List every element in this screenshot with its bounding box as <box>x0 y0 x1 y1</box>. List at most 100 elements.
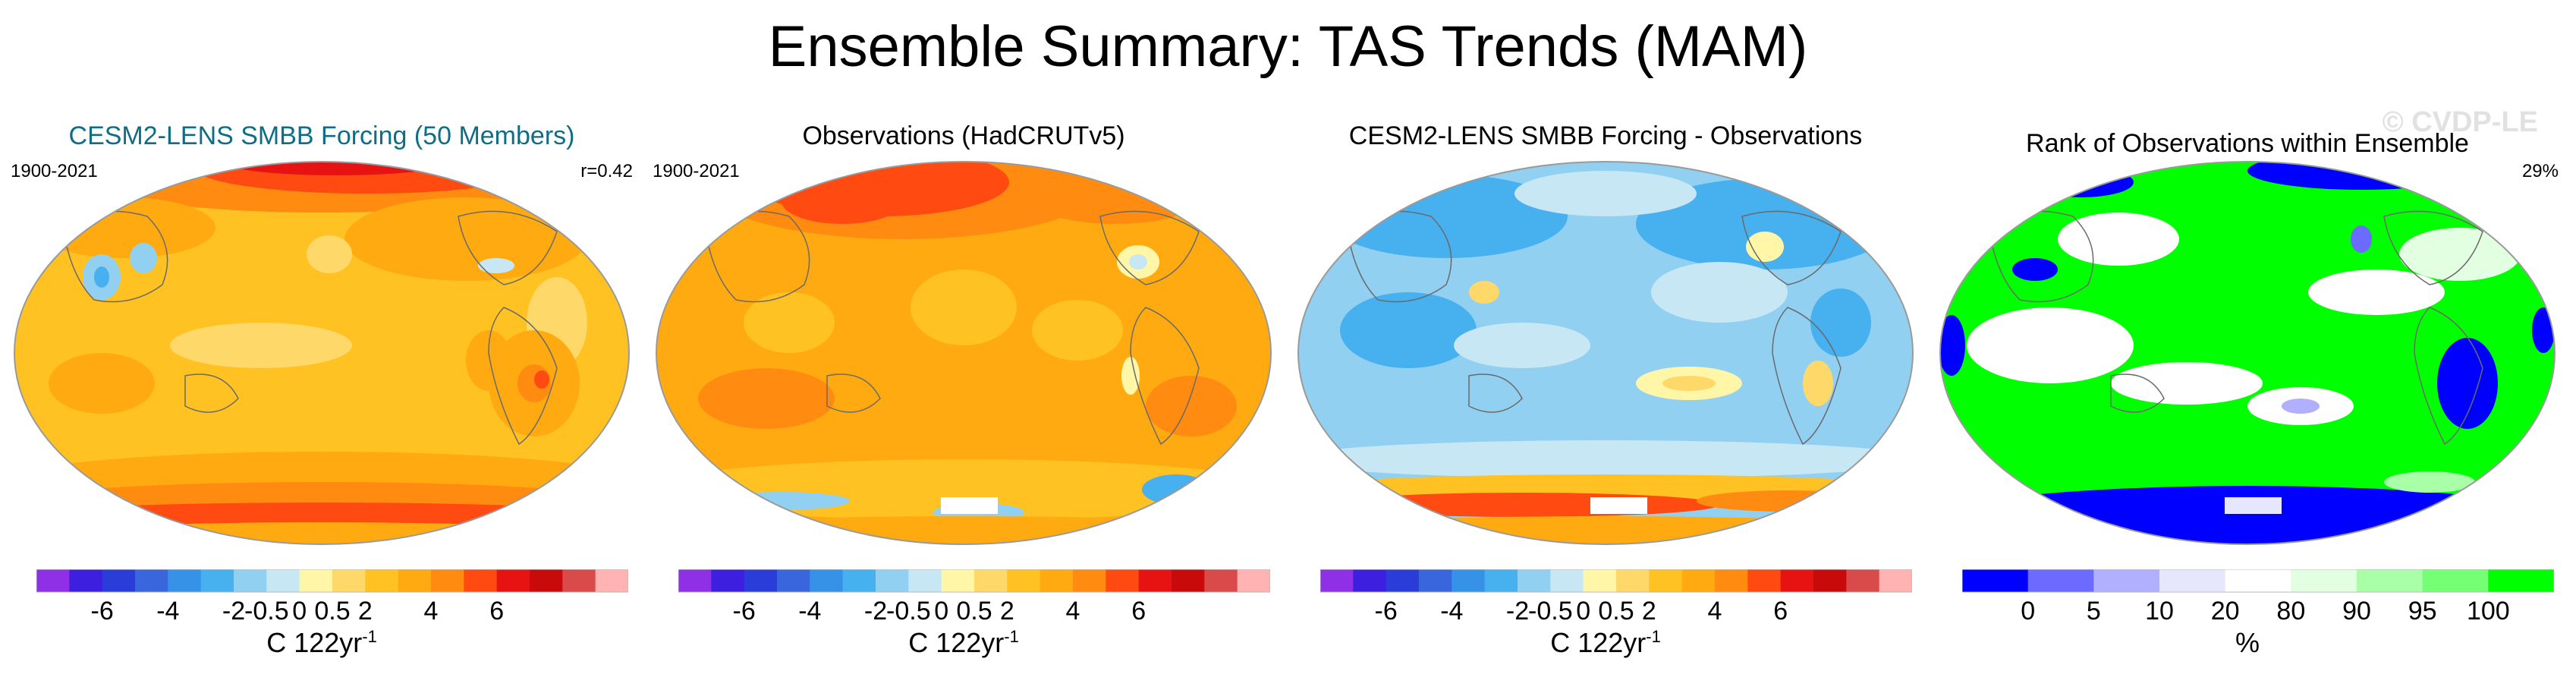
colorbar-tick-label: 2 <box>1642 597 1656 626</box>
colorbar-frame <box>1320 569 1912 593</box>
colorbar-swatch <box>595 569 628 592</box>
colorbar-swatch <box>1172 569 1205 592</box>
colorbar-swatch <box>2291 569 2357 592</box>
colorbar-swatch <box>2422 569 2489 592</box>
colorbar-swatch <box>168 569 202 592</box>
colorbar-tick-label: -0.5 <box>244 597 289 626</box>
colorbar-units: % <box>1926 627 2569 659</box>
difference-map <box>1297 161 1914 545</box>
colorbar-swatch <box>1419 569 1452 592</box>
rank-summary: 29% <box>2521 161 2559 181</box>
colorbar-tick-label: 10 <box>2145 597 2174 626</box>
colorbar-swatch <box>299 569 333 592</box>
colorbar-swatch <box>266 569 300 592</box>
colorbar-swatch <box>234 569 267 592</box>
colorbar-tick-label: -4 <box>798 597 821 626</box>
colorbar-tick-label: -6 <box>733 597 756 626</box>
colorbar-swatch <box>1813 569 1847 592</box>
colorbar-frame <box>678 569 1270 593</box>
colorbar-tick-label: 20 <box>2211 597 2240 626</box>
colorbar-tick-label: 0 <box>2021 597 2035 626</box>
colorbar: -6 -4 -2-0.5 0 0.5 2 4 6 <box>36 569 628 626</box>
colorbar-tick-label: -2 <box>864 597 887 626</box>
colorbar-swatch <box>2093 569 2160 592</box>
colorbar-tick-label: 80 <box>2276 597 2305 626</box>
colorbar-swatch <box>1237 569 1270 592</box>
panel-title: Rank of Observations within Ensemble <box>2026 129 2469 158</box>
colorbar-tick-label: 0.5 <box>314 597 350 626</box>
colorbar-tick-label: 6 <box>489 597 504 626</box>
colorbar-swatch <box>744 569 778 592</box>
panel-title: CESM2-LENS SMBB Forcing (50 Members) <box>68 121 575 150</box>
colorbar-swatch <box>777 569 810 592</box>
period-label: 1900-2021 <box>653 161 740 181</box>
colorbar-swatch <box>431 569 464 592</box>
colorbar-swatch <box>678 569 712 592</box>
colorbar-swatch <box>365 569 399 592</box>
colorbar-swatch <box>2159 569 2226 592</box>
colorbar-swatch <box>1879 569 1912 592</box>
colorbar-frame <box>36 569 628 593</box>
rank-map <box>1939 161 2556 545</box>
figure-title: Ensemble Summary: TAS Trends (MAM) <box>768 14 1808 79</box>
colorbar-swatch <box>1320 569 1354 592</box>
units-exponent: -1 <box>362 627 377 646</box>
colorbar-swatch <box>1780 569 1814 592</box>
units-exponent: -1 <box>1646 627 1661 646</box>
units-exponent: -1 <box>1004 627 1019 646</box>
colorbar-swatch <box>842 569 876 592</box>
colorbar-tick-label: 0 <box>292 597 307 626</box>
colorbar-swatch <box>1649 569 1683 592</box>
panel-title: Observations (HadCRUTv5) <box>802 121 1125 150</box>
watermark: © CVDP-LE <box>2382 106 2538 138</box>
units-text: C 122yr <box>1550 627 1647 658</box>
colorbar-swatch <box>1715 569 1748 592</box>
colorbar-swatch <box>1204 569 1238 592</box>
trend-map <box>656 161 1272 545</box>
colorbar-swatch <box>496 569 530 592</box>
colorbar-swatch <box>562 569 596 592</box>
colorbar-swatch <box>1073 569 1106 592</box>
colorbar-units: C 122yr-1 <box>0 627 643 659</box>
colorbar-swatch <box>398 569 432 592</box>
period-label: 1900-2021 <box>11 161 98 181</box>
colorbar-tick-label: 100 <box>2467 597 2510 626</box>
colorbar-swatch <box>974 569 1008 592</box>
colorbar-tick-label: 5 <box>2087 597 2101 626</box>
colorbar-swatch <box>332 569 366 592</box>
panel-rank: Rank of Observations within Ensemble 29% <box>1926 114 2569 676</box>
colorbar-tick-label: 0 <box>1576 597 1590 626</box>
colorbar-tick-label: 4 <box>424 597 439 626</box>
colorbar-swatch <box>908 569 942 592</box>
colorbar: 0 5 10 20 80 90 95 100 <box>1962 569 2554 626</box>
colorbar-swatch <box>1007 569 1041 592</box>
colorbar-swatch <box>1484 569 1518 592</box>
colorbar-tick-label: 2 <box>358 597 373 626</box>
colorbar-swatch <box>102 569 136 592</box>
colorbar: -6 -4 -2-0.5 0 0.5 2 4 6 <box>1320 569 1912 626</box>
colorbar-tick-label: 6 <box>1773 597 1788 626</box>
colorbar-swatch <box>1962 569 2029 592</box>
trend-map <box>14 161 630 545</box>
colorbar-swatch <box>464 569 498 592</box>
panel-model-trend: CESM2-LENS SMBB Forcing (50 Members) 190… <box>0 114 643 676</box>
colorbar-tick-label: 95 <box>2408 597 2437 626</box>
units-text: C 122yr <box>266 627 363 658</box>
colorbar-swatch <box>2488 569 2554 592</box>
colorbar-tick-label: 90 <box>2342 597 2371 626</box>
colorbar-swatch <box>69 569 103 592</box>
colorbar-units: C 122yr-1 <box>1284 627 1927 659</box>
colorbar-tick-label: -0.5 <box>886 597 931 626</box>
colorbar-swatch <box>1550 569 1584 592</box>
colorbar-tick-label: 0.5 <box>1598 597 1634 626</box>
colorbar-swatch <box>2225 569 2291 592</box>
panel-difference: CESM2-LENS SMBB Forcing - Observations <box>1284 114 1927 676</box>
colorbar-tick-label: -2 <box>222 597 245 626</box>
colorbar-swatch <box>1138 569 1172 592</box>
colorbar-swatch <box>1747 569 1782 592</box>
colorbar-swatch <box>2027 569 2094 592</box>
colorbar-swatch <box>200 569 234 592</box>
colorbar-tick-label: -6 <box>1375 597 1398 626</box>
colorbar-swatch <box>810 569 844 592</box>
colorbar-swatch <box>1386 569 1420 592</box>
